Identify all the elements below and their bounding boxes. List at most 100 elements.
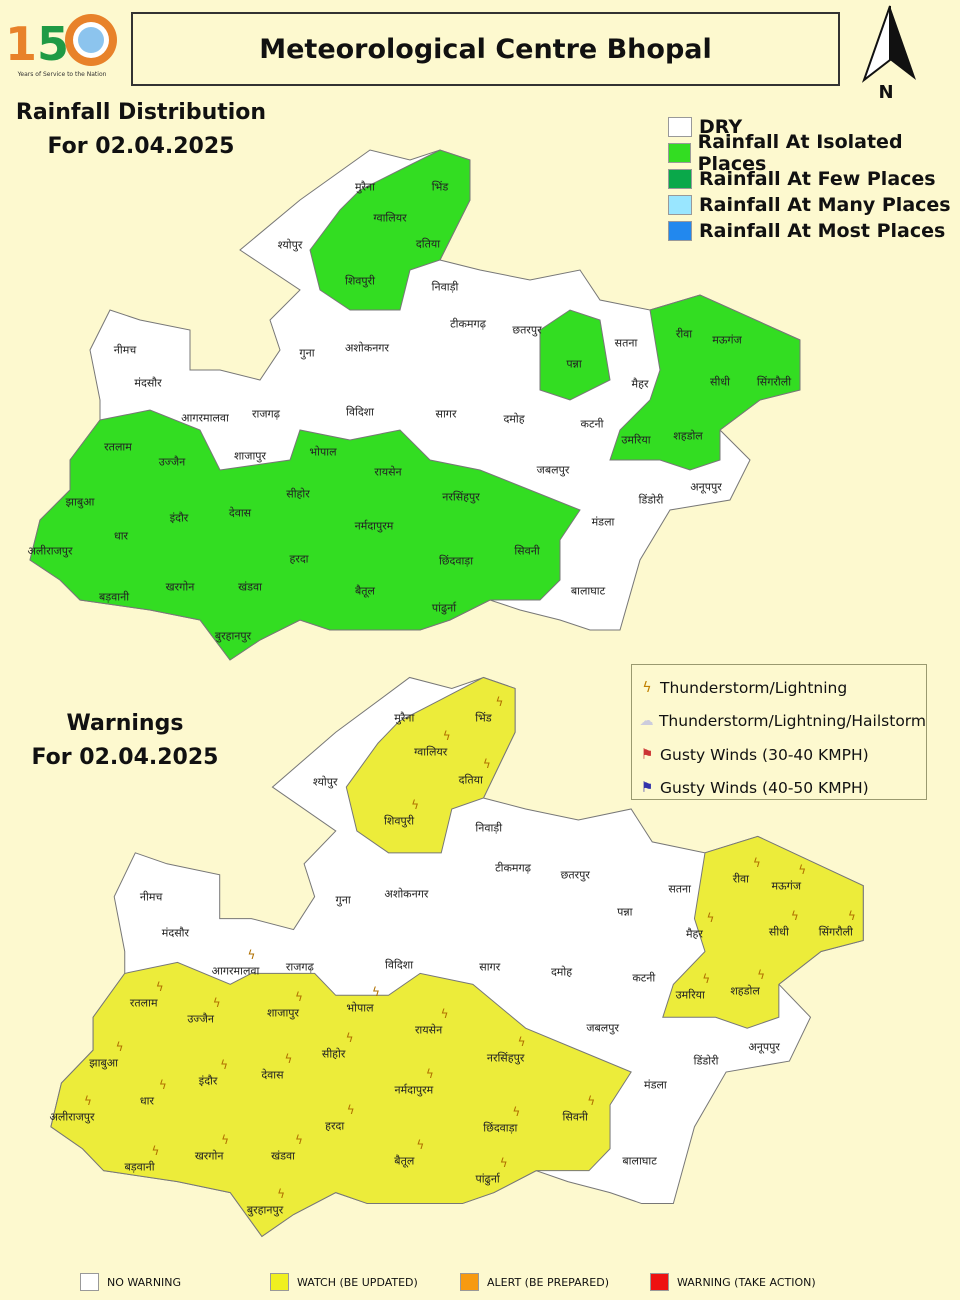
rainfall-district-label: नर्मदापुरम	[354, 519, 394, 533]
warning-district-label: दमोह	[550, 965, 573, 979]
warning-district-label: ग्वालियर	[414, 745, 448, 759]
rainfall-district-label: अलीराजपुर	[27, 544, 73, 558]
legend-swatch	[668, 169, 692, 189]
watch-region	[50, 961, 632, 1238]
legend-swatch	[668, 195, 692, 215]
warning-district-label: रतलाम	[129, 996, 158, 1010]
rainfall-district-label: मुरैना	[354, 180, 376, 194]
lightning-icon: ϟ	[212, 996, 221, 1011]
rainfall-district-label: शाजापुर	[233, 449, 267, 463]
rainfall-district-label: भिंड	[431, 180, 449, 194]
warning-district-label: आगरमालवा	[211, 964, 260, 978]
warnings-heading: Warnings For 02.04.2025	[10, 707, 240, 775]
warning-icon-legend: ϟ Thunderstorm/Lightning ☁ Thunderstorm/Lig…	[631, 664, 927, 800]
legend-label: Thunderstorm/Lightning	[660, 678, 848, 697]
legend-label: Rainfall At Isolated Places	[697, 131, 903, 175]
warning-district-label: धार	[139, 1094, 154, 1108]
rainfall-district-label: गुना	[299, 346, 315, 360]
warning-district-label: नीमच	[139, 890, 163, 904]
rainfall-heading: Rainfall Distribution For 02.04.2025	[6, 96, 276, 164]
warning-district-label: बुरहानपुर	[246, 1203, 284, 1217]
warning-district-label: बैतूल	[394, 1154, 415, 1168]
rainfall-district-label: रतलाम	[104, 440, 132, 454]
rainfall-legend-item: Rainfall At Few Places	[668, 166, 960, 192]
warning-level-legend-item: ALERT (BE PREPARED)	[460, 1273, 650, 1291]
rainfall-heading-title: Rainfall Distribution	[15, 100, 267, 125]
rainfall-district-label: रायसेन	[374, 465, 402, 479]
rainfall-district-label: विदिशा	[346, 405, 374, 419]
warning-district-label: इंदौर	[198, 1074, 218, 1088]
rainfall-legend-item: Rainfall At Most Places	[668, 218, 960, 244]
rainfall-district-label: निवाड़ी	[431, 280, 459, 294]
rainfall-district-label: झाबुआ	[65, 495, 95, 509]
warning-district-label: मुरैना	[394, 711, 415, 725]
warning-district-label: पांढुर्ना	[475, 1172, 500, 1186]
warning-district-label: हरदा	[325, 1119, 345, 1133]
warning-level-legend-item: WATCH (BE UPDATED)	[270, 1273, 460, 1291]
warning-district-label: श्योपुर	[312, 775, 338, 789]
legend-swatch	[270, 1273, 289, 1291]
warning-district-label: मंदसौर	[161, 926, 189, 940]
warning-district-label: अलीराजपुर	[49, 1110, 95, 1124]
warning-district-label: देवास	[261, 1068, 284, 1082]
rainfall-district-label: जबलपुर	[536, 463, 570, 477]
warning-district-label: सिवनी	[562, 1110, 588, 1124]
warnings-heading-date: For 02.04.2025	[31, 745, 219, 770]
lightning-icon: ϟ	[221, 1133, 230, 1148]
rainfall-legend-item: Rainfall At Isolated Places	[668, 131, 960, 175]
rainfall-legend-item: DRY	[668, 114, 960, 140]
legend-swatch	[80, 1273, 99, 1291]
warning-icon-legend-item: ⚑ Gusty Winds (40-50 KMPH)	[638, 772, 926, 806]
rainfall-district-label: इंदौर	[169, 511, 189, 525]
lightning-icon: ϟ	[151, 1144, 160, 1159]
legend-label: NO WARNING	[107, 1275, 182, 1289]
watch-region	[662, 835, 864, 1029]
warning-district-label: उज्जैन	[187, 1012, 214, 1026]
warning-district-label: राजगढ़	[285, 960, 314, 974]
lightning-icon: ϟ	[158, 1077, 167, 1092]
rainfall-district-label: बैतूल	[354, 584, 376, 598]
legend-label: Rainfall At Most Places	[699, 220, 946, 242]
legend-label: WATCH (BE UPDATED)	[297, 1275, 418, 1289]
rainfall-district-label: दतिया	[415, 237, 441, 251]
warning-icon-legend-item: ☁ Thunderstorm/Lightning/Hailstorm	[638, 705, 926, 739]
svg-text:Years of Service to the Nation: Years of Service to the Nation	[17, 71, 107, 78]
rainfall-district-label: सिवनी	[514, 544, 540, 558]
lightning-icon: ϟ	[495, 695, 504, 710]
warning-district-label: नर्मदापुरम	[394, 1083, 434, 1097]
rainfall-district-label: श्योपुर	[277, 238, 303, 252]
lightning-icon: ϟ	[642, 679, 652, 696]
lightning-icon: ϟ	[372, 985, 380, 1000]
warning-icon-legend-item: ⚑ Gusty Winds (30-40 KMPH)	[638, 738, 926, 772]
lightning-icon: ϟ	[790, 908, 799, 923]
legend-label: Gusty Winds (40-50 KMPH)	[660, 779, 869, 798]
rainfall-district-label: मंदसौर	[134, 376, 162, 390]
warning-district-label: गुना	[335, 893, 351, 907]
warning-district-label: खंडवा	[271, 1149, 295, 1163]
lightning-icon: ϟ	[482, 757, 491, 772]
lightning-icon: ϟ	[757, 967, 766, 982]
warning-district-label: उमरिया	[675, 988, 705, 1002]
warning-district-label: खरगोन	[194, 1149, 224, 1163]
warning-district-label: रीवा	[732, 872, 750, 886]
warning-district-label: कटनी	[632, 971, 656, 985]
warning-district-label: भोपाल	[346, 1001, 374, 1015]
warning-district-label: सागर	[479, 960, 501, 974]
lightning-icon: ϟ	[847, 908, 856, 923]
warning-district-label: सीधी	[768, 925, 789, 939]
svg-text:15: 15	[5, 17, 69, 71]
warning-district-label: बड़वानी	[124, 1160, 155, 1174]
rainfall-district-label: खरगोन	[165, 580, 195, 594]
warning-district-label: रायसेन	[414, 1023, 443, 1037]
warning-icon-legend-item: ϟ Thunderstorm/Lightning	[638, 671, 926, 705]
legend-swatch	[650, 1273, 669, 1291]
warning-district-label: सीहोर	[321, 1047, 346, 1061]
rainfall-district-label: धार	[113, 529, 129, 543]
rainfall-district-label: नीमच	[113, 343, 137, 357]
rainfall-district-label: कटनी	[580, 417, 604, 431]
legend-swatch	[668, 143, 691, 163]
rainfall-district-label: भोपाल	[309, 445, 337, 459]
legend-label: Gusty Winds (30-40 KMPH)	[660, 745, 869, 764]
legend-label: Thunderstorm/Lightning/Hailstorm	[658, 712, 926, 731]
rainfall-district-label: छतरपुर	[512, 323, 542, 337]
